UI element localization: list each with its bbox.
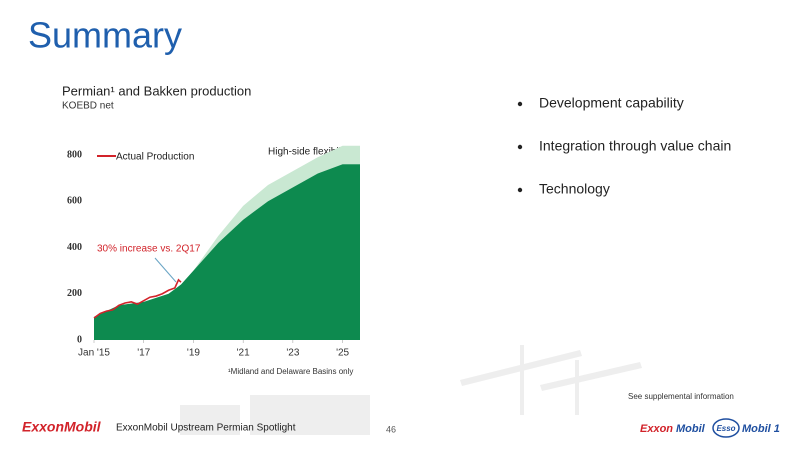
area xyxy=(94,164,360,340)
x-tick-label: '23 xyxy=(286,348,299,359)
bullet-dot xyxy=(517,144,523,150)
brand-logo: Exxon xyxy=(640,423,673,435)
x-tick-label: '19 xyxy=(187,348,200,359)
bullet-dot xyxy=(517,101,523,107)
x-tick-label: '25 xyxy=(336,348,349,359)
footer-text: ExxonMobil Upstream Permian Spotlight xyxy=(116,423,296,434)
area-band xyxy=(94,145,360,317)
brand-logo: Mobil 1 xyxy=(742,423,780,435)
bullet-list: Development capability Integration throug… xyxy=(517,95,731,197)
footnote: ¹Midland and Delaware Basins only xyxy=(228,367,353,376)
brand-logos: Exxon Mobil Esso Mobil 1 xyxy=(640,418,780,438)
y-tick-label: 800 xyxy=(67,149,82,160)
bullet-text: Development capability xyxy=(539,95,684,111)
annotation: 30% increase vs. 2Q17 xyxy=(97,244,201,255)
chart: Actual Production 0 200 400 600 800 Jan '15 '17… xyxy=(67,145,360,359)
chart-subtitle: KOEBD net xyxy=(62,101,114,112)
y-tick-label: 200 xyxy=(67,288,82,299)
pumpjack-silhouettes xyxy=(180,345,642,435)
chart-title: Permian¹ and Bakken production xyxy=(62,83,251,98)
supplemental-note: See supplemental information xyxy=(628,392,734,401)
x-tick-label: Jan '15 xyxy=(78,348,110,359)
logo: ExxonMobil xyxy=(22,419,102,435)
x-tick-label: '21 xyxy=(237,348,250,359)
slide-title: Summary xyxy=(28,15,182,56)
legend-label: Actual Production xyxy=(116,152,194,163)
brand-logo: Mobil xyxy=(676,423,706,435)
y-tick-label: 0 xyxy=(77,334,82,345)
bullet-text: Technology xyxy=(539,181,610,197)
line xyxy=(93,278,182,319)
brand-logo: Esso xyxy=(716,424,735,433)
y-tick-label: 400 xyxy=(67,242,82,253)
y-tick-label: 600 xyxy=(67,196,82,207)
annotation-leader xyxy=(154,257,177,283)
bullet-dot xyxy=(517,187,523,193)
page-number: 46 xyxy=(386,424,396,434)
brand-badge xyxy=(712,418,740,438)
bullet-text: Integration through value chain xyxy=(539,138,731,154)
annotation: High-side flexibility xyxy=(268,147,351,158)
x-tick-label: '17 xyxy=(137,348,150,359)
